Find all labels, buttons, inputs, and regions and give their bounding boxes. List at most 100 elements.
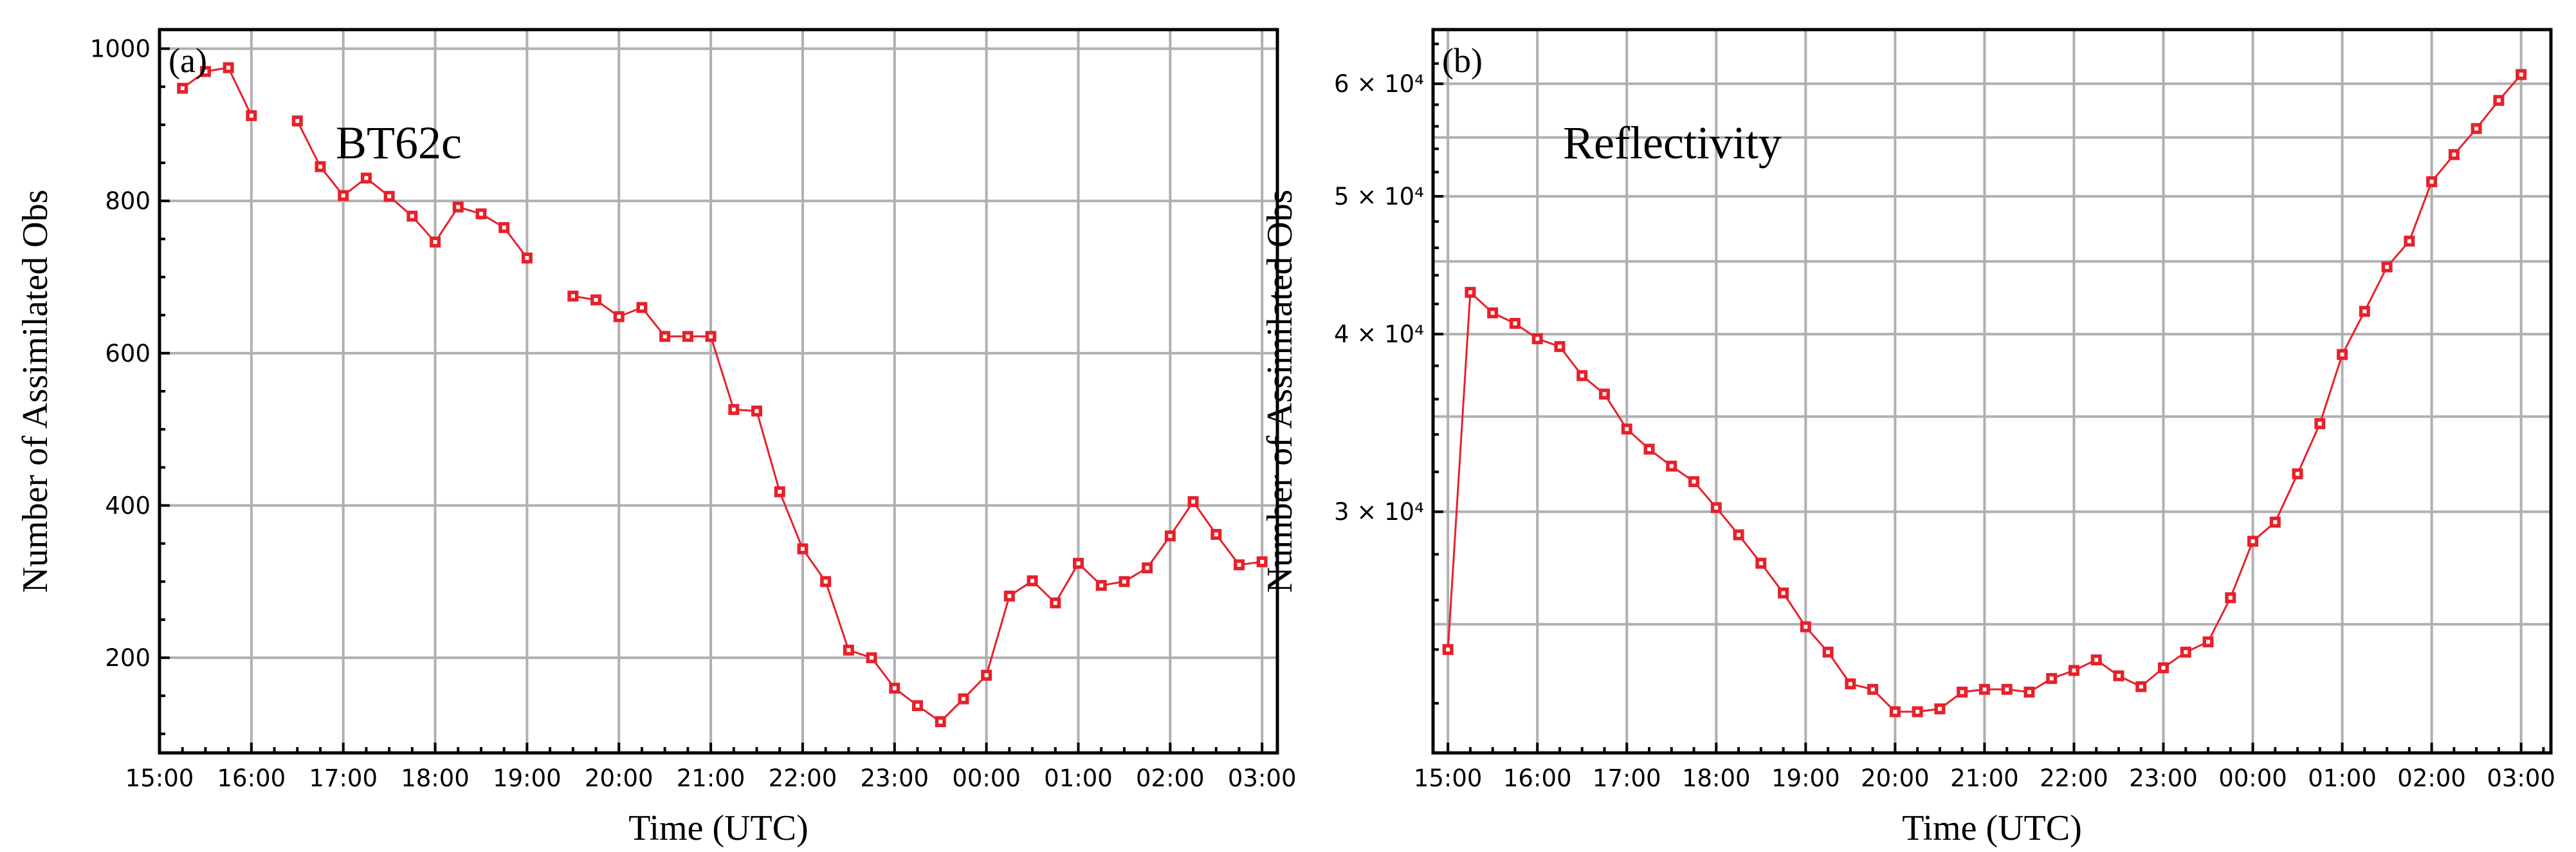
tick-marks <box>1433 42 2545 753</box>
data-point-center <box>1076 561 1081 566</box>
data-point-center <box>1260 560 1265 564</box>
data-point-center <box>1580 373 1584 378</box>
data-point-center <box>938 719 943 724</box>
data-point-center <box>1692 479 1696 484</box>
data-point-center <box>731 407 736 412</box>
x-tick-label: 03:00 <box>1228 764 1297 792</box>
grid-lines <box>158 30 1277 753</box>
data-point-center <box>1446 647 1450 652</box>
x-tick-labels: 15:00 16:00 17:00 18:00 19:00 20:00 21:00 22:00… <box>125 764 1297 792</box>
x-tick-label: 21:00 <box>677 764 745 792</box>
data-point-center <box>2049 676 2054 681</box>
data-point-center <box>2027 690 2031 694</box>
data-point-center <box>1602 392 1607 396</box>
y-tick-labels: 200 400 600 800 1000 <box>90 35 151 672</box>
data-point-center <box>1781 591 1786 595</box>
x-axis-label: Time (UTC) <box>1902 808 2082 848</box>
data-point-center <box>961 696 965 701</box>
data-point-center <box>2161 665 2166 670</box>
data-point-center <box>800 546 805 551</box>
data-point-center <box>2296 472 2300 476</box>
data-point-center <box>203 69 208 74</box>
data-point-center <box>2139 685 2143 689</box>
data-point-center <box>778 490 782 494</box>
x-tick-label: 02:00 <box>2397 764 2466 792</box>
data-point-center <box>617 315 621 319</box>
data-point-center <box>1007 594 1012 598</box>
data-point-center <box>525 255 529 260</box>
data-point-center <box>1625 427 1629 431</box>
data-point-center <box>1030 579 1035 583</box>
x-tick-label: 23:00 <box>2129 764 2198 792</box>
data-point-center <box>571 294 575 299</box>
data-point-center <box>2005 687 2009 692</box>
x-tick-label: 23:00 <box>860 764 929 792</box>
data-point-center <box>2072 668 2076 672</box>
chart-panel-a: 15:00 16:00 17:00 18:00 19:00 20:00 21:00 22:00… <box>15 28 1297 848</box>
y-tick-label: 800 <box>105 187 151 215</box>
data-point-center <box>892 686 897 690</box>
series-layer <box>177 62 1268 727</box>
data-point-center <box>456 205 461 209</box>
data-point-center <box>2340 352 2344 357</box>
y-tick-label: 5 × 10⁴ <box>1334 183 1424 210</box>
data-point-center <box>433 240 437 245</box>
y-axis-label: Number of Assimilated Obs <box>1260 190 1300 593</box>
x-tick-label: 01:00 <box>2308 764 2377 792</box>
data-point-center <box>226 66 231 70</box>
data-point-center <box>594 298 598 302</box>
x-tick-label: 22:00 <box>2040 764 2108 792</box>
data-point-center <box>2452 153 2456 157</box>
series-layer <box>1442 69 2527 718</box>
data-point-center <box>846 648 851 653</box>
data-point-center <box>2228 595 2233 600</box>
data-point-center <box>249 113 253 118</box>
x-tick-label: 17:00 <box>309 764 378 792</box>
y-axis-label: Number of Assimilated Obs <box>15 190 55 593</box>
data-point-center <box>1237 562 1241 567</box>
data-point-center <box>318 164 322 169</box>
data-point-center <box>2317 421 2322 426</box>
x-tick-label: 18:00 <box>1682 764 1751 792</box>
data-point-center <box>2519 72 2523 77</box>
x-tick-label: 20:00 <box>585 764 653 792</box>
series-line-segment <box>181 66 253 116</box>
data-point-center <box>2474 126 2479 131</box>
data-point-center <box>686 334 690 338</box>
data-point-center <box>1714 505 1719 510</box>
x-tick-label: 19:00 <box>1771 764 1840 792</box>
y-tick-label: 4 × 10⁴ <box>1334 320 1424 348</box>
data-point-center <box>1826 650 1831 654</box>
data-point-center <box>1804 625 1808 629</box>
data-point-center <box>1960 690 1964 694</box>
data-point-center <box>479 212 483 216</box>
x-tick-label: 15:00 <box>125 764 194 792</box>
data-point-center <box>1168 533 1173 538</box>
data-point-center <box>2407 239 2411 243</box>
data-point-center <box>2251 539 2255 544</box>
data-point-center <box>1937 707 1942 711</box>
data-point-center <box>1099 583 1104 588</box>
x-tick-labels: 15:00 16:00 17:00 18:00 19:00 20:00 21:00 22:00… <box>1414 764 2555 792</box>
data-point-center <box>1214 532 1218 537</box>
y-tick-labels: 3 × 10⁴ 4 × 10⁴ 5 × 10⁴ 6 × 10⁴ <box>1334 70 1424 526</box>
data-point-center <box>1915 710 1920 714</box>
y-tick-label: 400 <box>105 492 151 519</box>
data-point-center <box>709 334 713 338</box>
data-point-center <box>2429 180 2434 184</box>
chart-annotation: BT62c <box>336 117 462 169</box>
data-point-center <box>1490 311 1495 315</box>
data-point-center <box>1893 710 1897 714</box>
y-tick-label: 600 <box>105 340 151 367</box>
data-point-center <box>2496 98 2501 103</box>
y-tick-label: 1000 <box>90 35 151 63</box>
data-point-center <box>180 86 185 91</box>
chart-annotation: Reflectivity <box>1563 117 1782 169</box>
data-point-center <box>2385 264 2389 269</box>
data-point-center <box>387 194 392 199</box>
panel-label: (a) <box>169 41 207 80</box>
y-tick-label: 3 × 10⁴ <box>1334 498 1424 526</box>
data-point-center <box>2094 658 2099 662</box>
data-point-center <box>1982 687 1987 692</box>
